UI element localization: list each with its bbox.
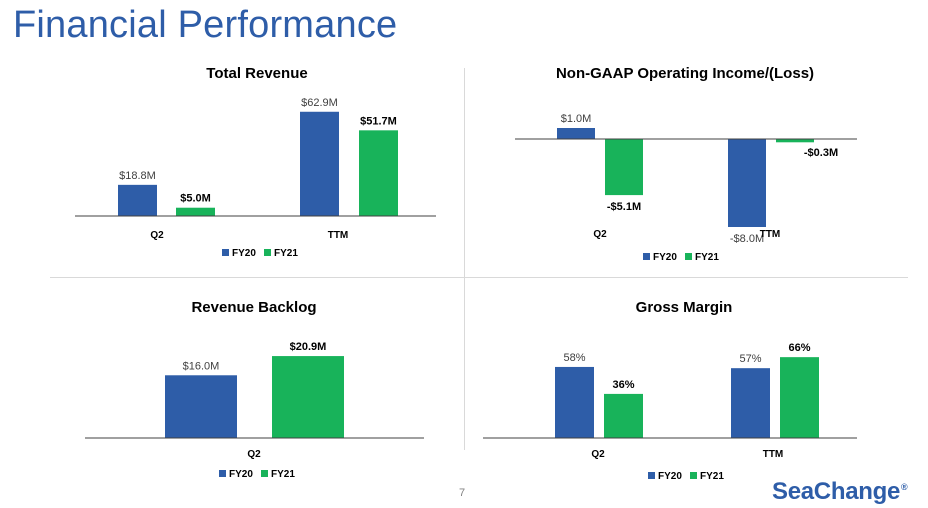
category-label: TTM: [763, 449, 784, 460]
category-label: Q2: [247, 449, 261, 460]
data-label: $1.0M: [561, 113, 592, 125]
legend-swatch-fy20: [643, 253, 650, 260]
category-label: Q2: [591, 449, 605, 460]
data-label: 36%: [612, 379, 634, 391]
legend-swatch-fy21: [264, 249, 271, 256]
legend-swatch-fy20: [219, 470, 226, 477]
chart-title: Gross Margin: [636, 299, 733, 316]
legend-label: FY20: [232, 248, 256, 259]
bar-fy20-ttm: [728, 139, 766, 227]
chart-title: Total Revenue: [206, 65, 307, 82]
horizontal-divider: [50, 277, 908, 278]
legend-label: FY21: [695, 252, 719, 263]
data-label: -$0.3M: [804, 147, 838, 159]
bar-fy21-ttm: [776, 139, 814, 143]
page-title: Financial Performance: [13, 4, 398, 46]
legend-label: FY21: [271, 469, 295, 480]
data-label: $18.8M: [119, 170, 156, 182]
data-label: -$8.0M: [730, 233, 764, 245]
legend-swatch-fy21: [690, 472, 697, 479]
data-label: $51.7M: [360, 115, 397, 127]
legend-label: FY20: [653, 252, 677, 263]
legend-label: FY20: [229, 469, 253, 480]
legend-swatch-fy21: [685, 253, 692, 260]
bar-fy20-ttm: [731, 368, 770, 438]
bar-fy20-q2: [118, 184, 157, 216]
bar-fy21-ttm: [780, 357, 819, 438]
legend-label: FY21: [274, 248, 298, 259]
bar-fy21-ttm: [359, 130, 398, 216]
legend-label: FY21: [700, 471, 724, 482]
legend-label: FY20: [658, 471, 682, 482]
category-label: Q2: [593, 229, 607, 240]
legend-swatch-fy20: [222, 249, 229, 256]
legend-swatch-fy21: [261, 470, 268, 477]
bar-fy21-q2: [605, 139, 643, 196]
bar-fy20-q2: [165, 375, 237, 438]
bar-fy21-q2: [176, 207, 215, 216]
bar-fy21-q2: [272, 356, 344, 438]
category-label: TTM: [328, 230, 349, 241]
data-label: $16.0M: [183, 360, 220, 372]
bar-fy20-q2: [557, 128, 595, 139]
data-label: -$5.1M: [607, 201, 641, 213]
bar-fy20-ttm: [300, 111, 339, 216]
data-label: 57%: [739, 353, 761, 365]
vertical-divider: [464, 68, 465, 450]
logo-text: SeaChange: [772, 478, 901, 505]
category-label: TTM: [760, 229, 781, 240]
page-number: 7: [459, 487, 466, 499]
chart-title: Non-GAAP Operating Income/(Loss): [556, 65, 814, 82]
bar-fy21-q2: [604, 393, 643, 438]
data-label: $5.0M: [180, 193, 211, 205]
registered-mark: ®: [901, 482, 908, 492]
seachange-logo: SeaChange®: [772, 478, 908, 506]
legend-swatch-fy20: [648, 472, 655, 479]
data-label: 58%: [563, 352, 585, 364]
bar-fy20-q2: [555, 366, 594, 438]
data-label: $62.9M: [301, 97, 338, 109]
data-label: $20.9M: [290, 341, 327, 353]
chart-title: Revenue Backlog: [191, 299, 316, 316]
data-label: 66%: [788, 342, 810, 354]
category-label: Q2: [150, 230, 164, 241]
